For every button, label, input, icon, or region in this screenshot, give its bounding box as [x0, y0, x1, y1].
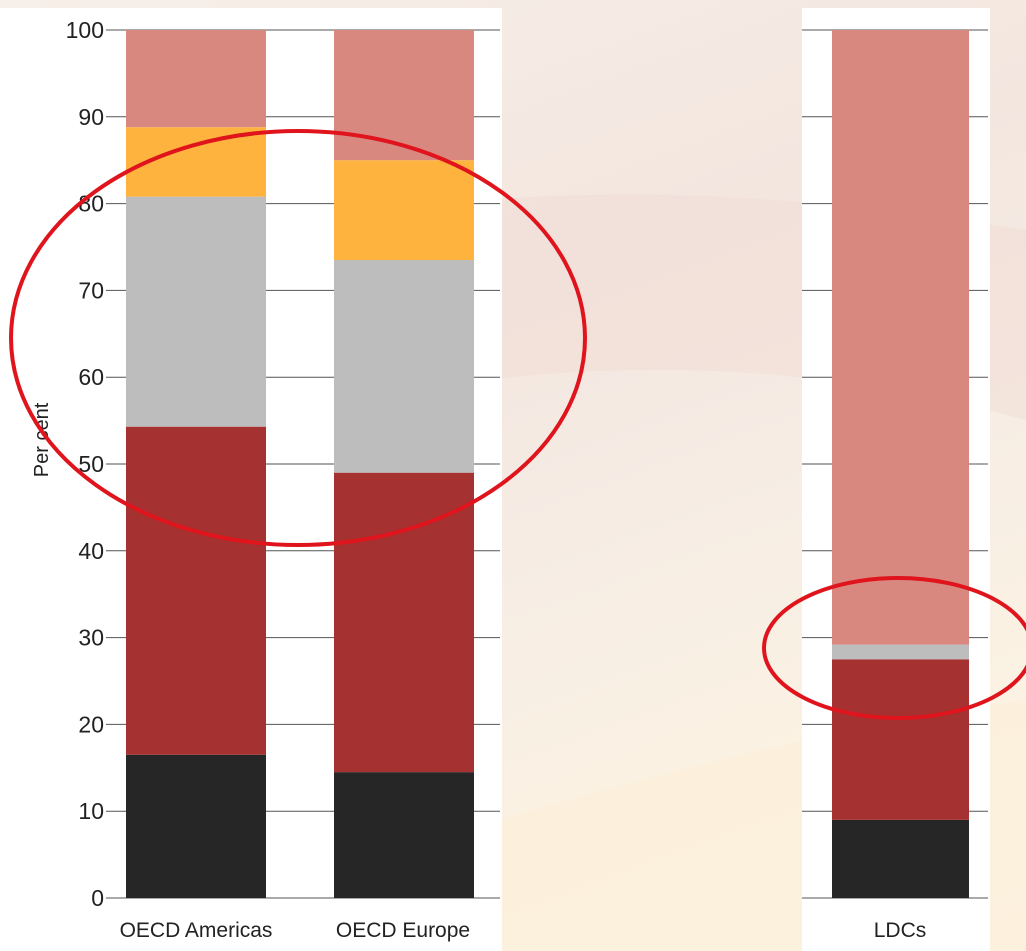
right-bar-0-segment-3 — [832, 30, 969, 645]
right-bar-0-segment-0 — [832, 819, 969, 898]
x-axis-categories: OECD Americas OECD Europe LDCs — [120, 919, 927, 942]
y-tick-label-70: 70 — [78, 277, 104, 303]
y-tick-label-30: 30 — [78, 625, 104, 651]
left-bar-0-segment-1 — [126, 426, 266, 755]
y-tick-label-40: 40 — [78, 538, 104, 564]
left-bar-1-segment-2 — [334, 260, 474, 473]
highlight-ellipse-oecd — [9, 129, 587, 547]
right-bar-0-segment-2 — [832, 644, 969, 660]
left-bar-1-segment-3 — [334, 160, 474, 261]
x-category-label-1: OECD Europe — [336, 919, 470, 942]
y-tick-label-0: 0 — [91, 885, 104, 911]
y-tick-label-60: 60 — [78, 364, 104, 390]
y-tick-label-100: 100 — [66, 17, 104, 43]
right-bar-0-segment-1 — [832, 659, 969, 820]
y-tick-label-10: 10 — [78, 798, 104, 824]
left-bar-0-segment-4 — [126, 30, 266, 128]
y-tick-label-20: 20 — [78, 711, 104, 737]
left-bar-0-segment-2 — [126, 196, 266, 427]
left-bars — [126, 30, 474, 898]
left-bar-1-segment-1 — [334, 472, 474, 773]
right-bars — [832, 30, 969, 898]
highlight-ellipse-ldcs — [762, 576, 1026, 720]
y-tick-label-90: 90 — [78, 104, 104, 130]
left-bar-1-segment-0 — [334, 772, 474, 898]
left-bar-0-segment-0 — [126, 754, 266, 898]
x-category-label-0: OECD Americas — [120, 919, 273, 942]
left-bar-1-segment-4 — [334, 30, 474, 161]
x-category-label-2: LDCs — [874, 919, 927, 942]
